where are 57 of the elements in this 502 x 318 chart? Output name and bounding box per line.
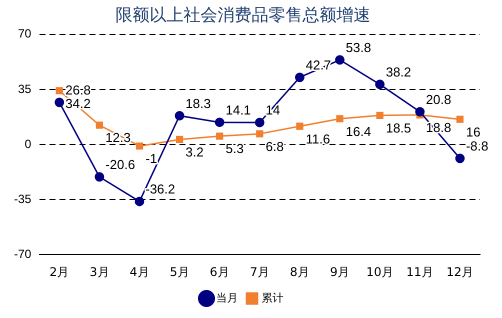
- point: [134, 196, 144, 206]
- point: [174, 110, 184, 120]
- data-label: 14.1: [226, 102, 251, 118]
- x-tick-label: 8月: [290, 264, 310, 279]
- y-tick-label: 35: [18, 82, 32, 96]
- x-tick-label: 12月: [446, 264, 474, 279]
- legend-label: 累计: [262, 291, 284, 304]
- x-tick-label: 4月: [130, 264, 150, 279]
- data-label: -20.6: [105, 156, 136, 172]
- data-label: 3.2: [186, 144, 204, 160]
- data-label: 38.2: [386, 64, 412, 80]
- data-label: 26.8: [65, 82, 91, 98]
- y-tick-label: -35: [14, 192, 32, 206]
- x-tick-label: 2月: [50, 264, 70, 279]
- point: [335, 55, 345, 65]
- data-label: 18.3: [186, 96, 211, 111]
- y-tick-label: -70: [14, 246, 32, 261]
- point: [256, 130, 264, 138]
- point: [176, 136, 184, 144]
- point: [375, 80, 385, 90]
- y-tick-label: 70: [18, 26, 32, 41]
- x-tick-label: 3月: [90, 264, 110, 279]
- point: [214, 118, 224, 128]
- point: [96, 122, 104, 129]
- x-tick-label: 10月: [366, 264, 394, 279]
- legend-label: 当月: [216, 291, 238, 304]
- data-label: -1: [145, 151, 158, 166]
- point: [56, 87, 63, 94]
- data-label: 53.8: [346, 40, 372, 55]
- point: [296, 122, 304, 130]
- y-tick-label: 0: [24, 136, 32, 151]
- x-tick-label: 5月: [170, 264, 190, 279]
- data-label: 6.8: [266, 138, 284, 154]
- point: [54, 98, 64, 108]
- data-label: 11.6: [306, 131, 330, 146]
- data-label: 18.5: [386, 120, 412, 136]
- point: [415, 107, 425, 117]
- x-tick-label: 9月: [330, 264, 350, 279]
- point: [254, 118, 264, 128]
- point: [94, 172, 104, 182]
- data-label: -8.8: [466, 138, 488, 154]
- point: [376, 112, 384, 119]
- point: [136, 142, 144, 150]
- point: [455, 154, 465, 164]
- point: [216, 132, 224, 140]
- point: [456, 116, 464, 123]
- point: [336, 115, 344, 122]
- data-label: 16.4: [346, 124, 372, 139]
- data-label: -36.2: [145, 182, 176, 197]
- x-tick-label: 6月: [210, 264, 230, 279]
- data-label: 20.8: [426, 92, 452, 107]
- x-tick-label: 7月: [250, 264, 270, 279]
- chart-title: 限额以上社会消费品零售总额增速: [116, 6, 370, 26]
- data-label: 42.7: [306, 57, 332, 72]
- point: [294, 72, 304, 82]
- data-label: 16: [466, 124, 480, 140]
- x-tick-label: 11月: [406, 264, 434, 279]
